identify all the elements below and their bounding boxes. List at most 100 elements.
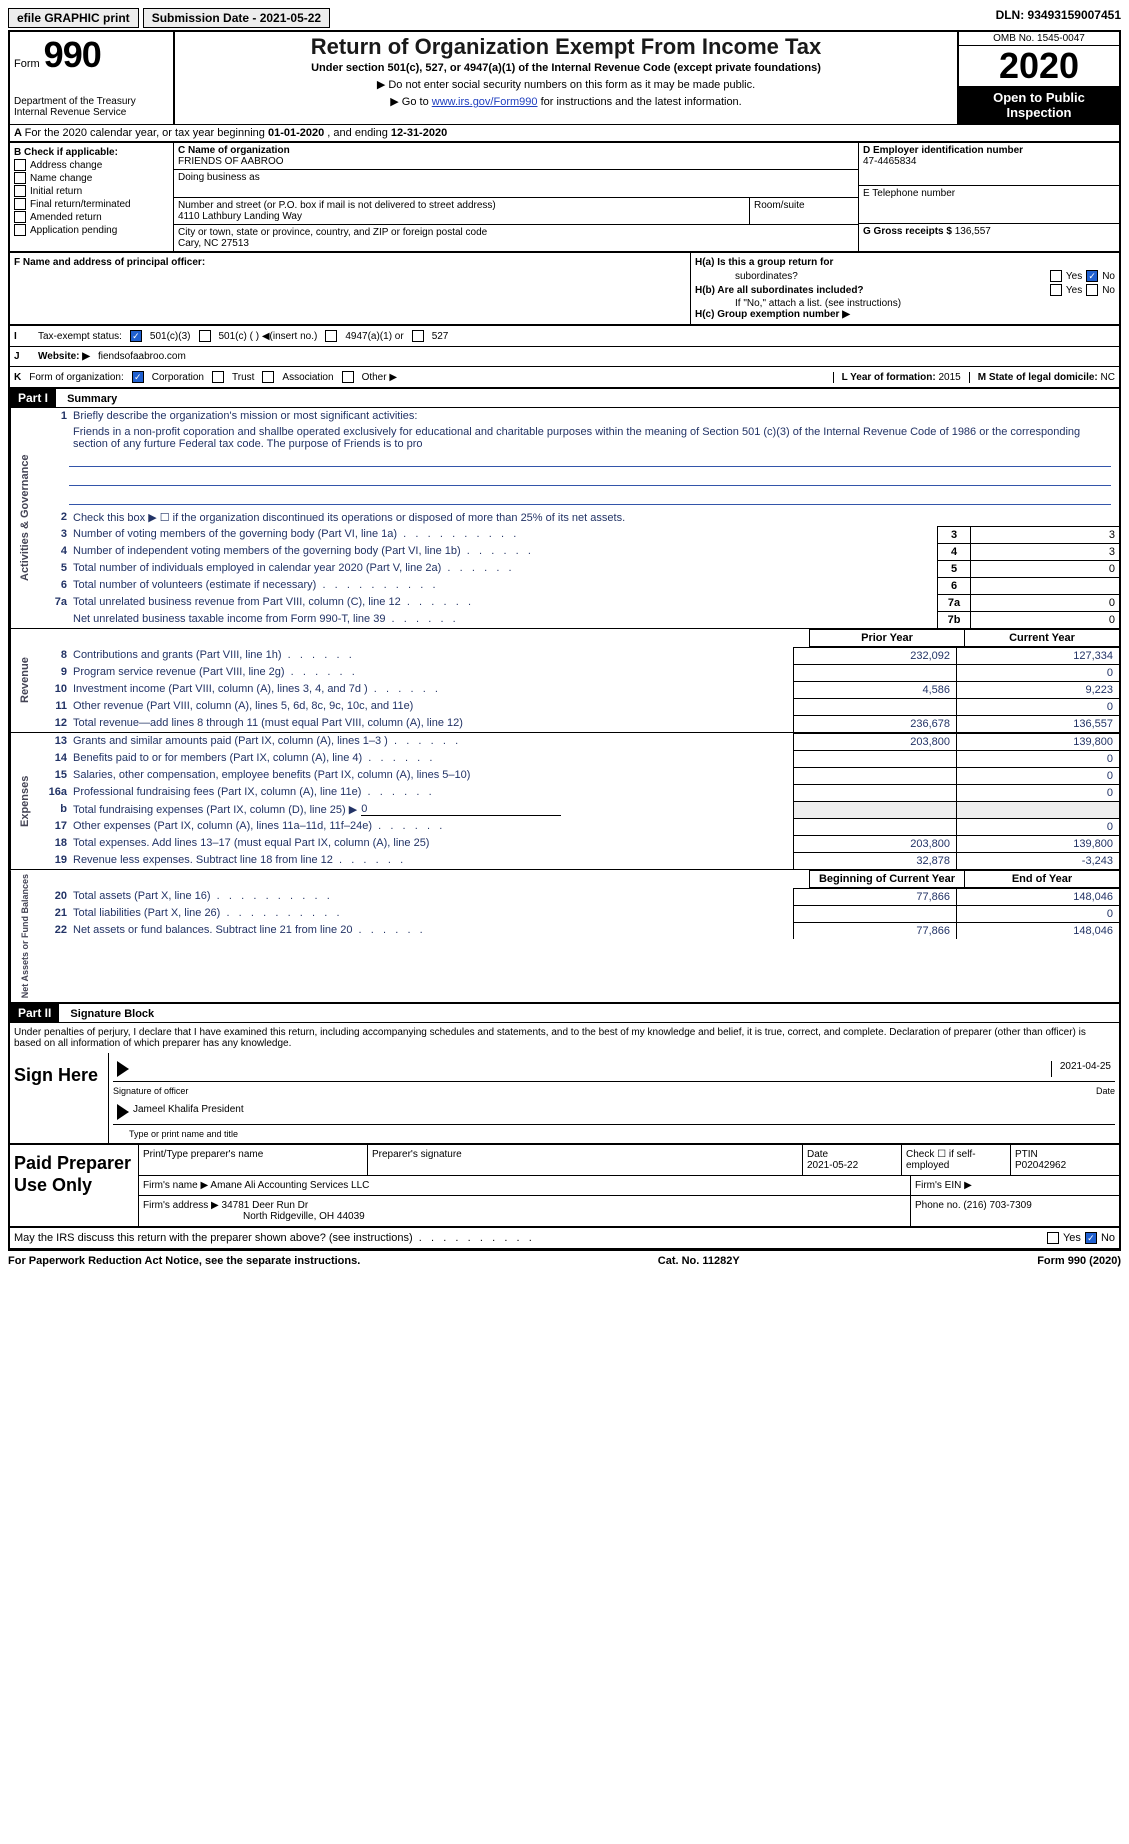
form-footer: Form 990 (2020) bbox=[1037, 1255, 1121, 1267]
hb-note: If "No," attach a list. (see instruction… bbox=[735, 298, 1115, 309]
check-initial-return[interactable] bbox=[14, 185, 26, 197]
check-final-return[interactable] bbox=[14, 198, 26, 210]
sidebar-activities: Activities & Governance bbox=[10, 408, 39, 628]
discuss-no[interactable]: ✓ bbox=[1085, 1232, 1097, 1244]
efile-button[interactable]: efile GRAPHIC print bbox=[8, 8, 139, 28]
street-value: 4110 Lathbury Landing Way bbox=[178, 211, 745, 222]
org-name: FRIENDS OF AABROO bbox=[178, 156, 854, 167]
website-value: fiendsofaabroo.com bbox=[98, 351, 186, 362]
line7b: Net unrelated business taxable income fr… bbox=[73, 613, 456, 626]
instr-goto-pre: ▶ Go to bbox=[390, 96, 431, 108]
website-label: Website: ▶ bbox=[38, 351, 90, 362]
cat-number: Cat. No. 11282Y bbox=[658, 1255, 740, 1267]
check-527[interactable] bbox=[412, 330, 424, 342]
city-value: Cary, NC 27513 bbox=[178, 238, 854, 249]
line12: Total revenue—add lines 8 through 11 (mu… bbox=[73, 717, 463, 730]
firm-addr1: 34781 Deer Run Dr bbox=[222, 1200, 309, 1211]
col-current: Current Year bbox=[965, 629, 1119, 647]
tax-status-label: Tax-exempt status: bbox=[38, 331, 122, 342]
return-title: Return of Organization Exempt From Incom… bbox=[183, 34, 949, 60]
dept-treasury: Department of the Treasury bbox=[14, 96, 169, 107]
val-3: 3 bbox=[970, 526, 1119, 543]
line6: Total number of volunteers (estimate if … bbox=[73, 579, 436, 592]
paperwork-notice: For Paperwork Reduction Act Notice, see … bbox=[8, 1255, 360, 1267]
officer-name: Jameel Khalifa President bbox=[133, 1104, 244, 1120]
check-501c[interactable] bbox=[199, 330, 211, 342]
form-org-label: Form of organization: bbox=[29, 372, 124, 383]
line20: Total assets (Part X, line 16) bbox=[73, 890, 330, 903]
firm-name: Amane Ali Accounting Services LLC bbox=[210, 1180, 369, 1191]
check-amended[interactable] bbox=[14, 211, 26, 223]
line1-text: Friends in a non-profit coporation and s… bbox=[73, 426, 1115, 450]
ha-no[interactable]: ✓ bbox=[1086, 270, 1098, 282]
line16b: Total fundraising expenses (Part IX, col… bbox=[73, 803, 357, 816]
sidebar-expenses: Expenses bbox=[10, 733, 39, 869]
submission-date: Submission Date - 2021-05-22 bbox=[143, 8, 330, 28]
check-address-change[interactable] bbox=[14, 159, 26, 171]
line1-label: Briefly describe the organization's miss… bbox=[73, 410, 1115, 422]
sidebar-net-assets: Net Assets or Fund Balances bbox=[10, 870, 39, 1002]
type-name-label: Type or print name and title bbox=[109, 1129, 1119, 1143]
hb-yes[interactable] bbox=[1050, 284, 1062, 296]
form-number: 990 bbox=[44, 34, 101, 76]
street-label: Number and street (or P.O. box if mail i… bbox=[178, 200, 745, 211]
open-to-public: Open to Public Inspection bbox=[959, 86, 1119, 124]
check-other[interactable] bbox=[342, 371, 354, 383]
col-bcy: Beginning of Current Year bbox=[810, 870, 965, 888]
part1-title: Summary bbox=[59, 393, 117, 405]
val-5: 0 bbox=[970, 560, 1119, 577]
line5: Total number of individuals employed in … bbox=[73, 562, 512, 575]
line10: Investment income (Part VIII, column (A)… bbox=[73, 683, 438, 696]
ein-value: 47-4465834 bbox=[863, 156, 1115, 167]
hc-label: H(c) Group exemption number ▶ bbox=[695, 309, 1115, 320]
line22: Net assets or fund balances. Subtract li… bbox=[73, 924, 423, 937]
discuss-yes[interactable] bbox=[1047, 1232, 1059, 1244]
subtitle: Under section 501(c), 527, or 4947(a)(1)… bbox=[183, 62, 949, 74]
discuss-question: May the IRS discuss this return with the… bbox=[14, 1232, 532, 1244]
check-app-pending[interactable] bbox=[14, 224, 26, 236]
part1-header: Part I bbox=[10, 389, 56, 407]
irs-link[interactable]: www.irs.gov/Form990 bbox=[432, 96, 538, 108]
phone-label: E Telephone number bbox=[863, 188, 1115, 199]
prep-date: 2021-05-22 bbox=[807, 1160, 858, 1171]
form-word: Form bbox=[14, 58, 40, 70]
city-label: City or town, state or province, country… bbox=[178, 227, 854, 238]
val-7b: 0 bbox=[970, 611, 1119, 628]
sig-declaration: Under penalties of perjury, I declare th… bbox=[10, 1023, 1119, 1053]
irs-label: Internal Revenue Service bbox=[14, 107, 169, 118]
org-name-label: C Name of organization bbox=[178, 145, 854, 156]
line13: Grants and similar amounts paid (Part IX… bbox=[73, 735, 458, 748]
check-501c3[interactable]: ✓ bbox=[130, 330, 142, 342]
val-4: 3 bbox=[970, 543, 1119, 560]
ha-yes[interactable] bbox=[1050, 270, 1062, 282]
part2-title: Signature Block bbox=[62, 1008, 154, 1020]
line15: Salaries, other compensation, employee b… bbox=[73, 769, 470, 782]
line7a: Total unrelated business revenue from Pa… bbox=[73, 596, 471, 609]
date-label: Date bbox=[1096, 1086, 1115, 1096]
sign-here-label: Sign Here bbox=[10, 1053, 109, 1143]
form-id-cell: Form 990 Department of the Treasury Inte… bbox=[10, 32, 175, 124]
firm-phone: (216) 703-7309 bbox=[963, 1200, 1031, 1211]
arrow-icon bbox=[117, 1104, 129, 1120]
check-assoc[interactable] bbox=[262, 371, 274, 383]
omb-number: OMB No. 1545-0047 bbox=[959, 32, 1119, 46]
prep-name-hdr: Print/Type preparer's name bbox=[139, 1145, 368, 1175]
line21: Total liabilities (Part X, line 26) bbox=[73, 907, 340, 920]
check-corp[interactable]: ✓ bbox=[132, 371, 144, 383]
prep-sig-hdr: Preparer's signature bbox=[368, 1145, 803, 1175]
room-suite-label: Room/suite bbox=[750, 198, 858, 224]
header-title-cell: Return of Organization Exempt From Incom… bbox=[175, 32, 957, 124]
instr-ssn: ▶ Do not enter social security numbers o… bbox=[183, 78, 949, 91]
firm-ein-label: Firm's EIN ▶ bbox=[911, 1176, 1119, 1195]
sig-officer-label: Signature of officer bbox=[113, 1086, 1096, 1096]
gross-label: G Gross receipts $ bbox=[863, 226, 952, 237]
sig-date: 2021-04-25 bbox=[1051, 1061, 1111, 1077]
ptin: P02042962 bbox=[1015, 1160, 1066, 1171]
col-eoy: End of Year bbox=[965, 870, 1119, 888]
hb-no[interactable] bbox=[1086, 284, 1098, 296]
check-trust[interactable] bbox=[212, 371, 224, 383]
line17: Other expenses (Part IX, column (A), lin… bbox=[73, 820, 442, 833]
check-name-change[interactable] bbox=[14, 172, 26, 184]
check-4947[interactable] bbox=[325, 330, 337, 342]
line18: Total expenses. Add lines 13–17 (must eq… bbox=[73, 837, 429, 850]
